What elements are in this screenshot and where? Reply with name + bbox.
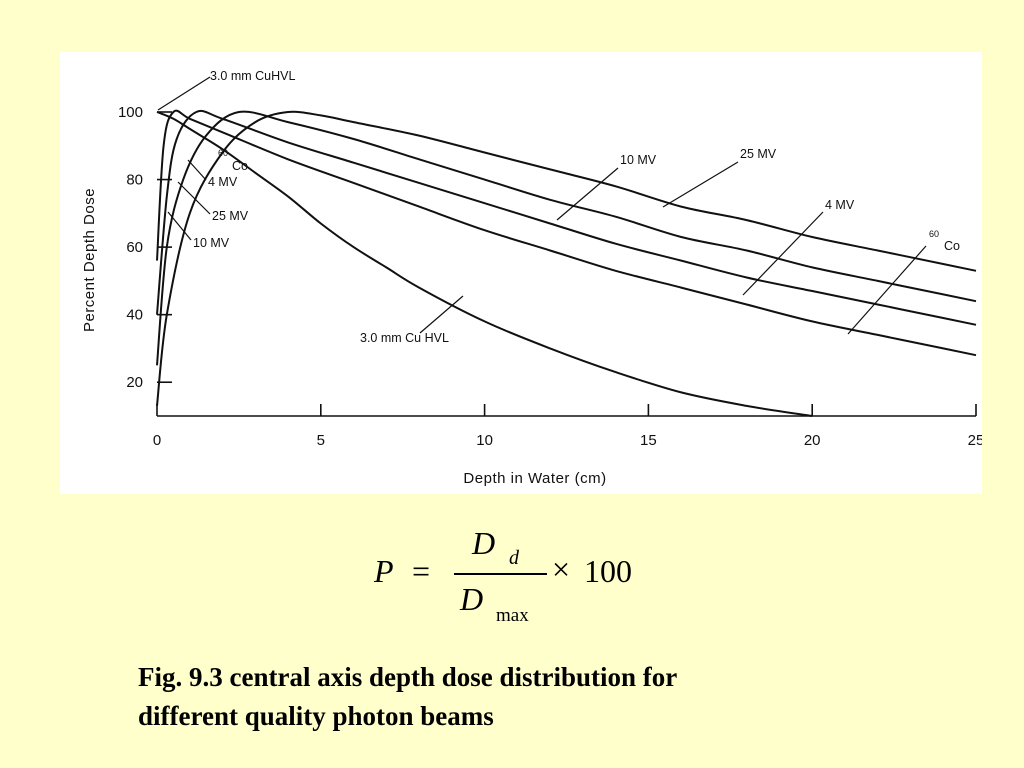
formula-numerator: D [472, 525, 496, 561]
annotation-leader [419, 295, 464, 334]
annotation-label: 10 MV [193, 236, 230, 250]
annotations: 3.0 mm CuHVL 60 Co 4 MV 25 MV 10 MV 3.0 mm Cu … [157, 69, 960, 345]
formula-times: × [552, 551, 571, 587]
annotation-label: 60 [218, 148, 228, 158]
annotation-label: 25 MV [740, 147, 777, 161]
formula-numerator-subscript: d [509, 547, 519, 569]
series-line-2 [156, 109, 977, 326]
formula-factor: 100 [584, 553, 632, 589]
y-tick-label: 100 [118, 104, 143, 121]
annotation-leader [157, 76, 211, 111]
annotation-label: Co [232, 159, 248, 173]
annotation-label: 60 [929, 229, 939, 239]
series-line-1 [156, 109, 977, 357]
annotation-label: 4 MV [825, 198, 855, 212]
formula-denominator-subscript: max [496, 605, 529, 626]
x-tick-label: 20 [804, 432, 821, 449]
formula-fraction-bar [454, 573, 547, 575]
annotation-leader [847, 245, 927, 335]
figure-caption: Fig. 9.3 central axis depth dose distrib… [138, 658, 858, 736]
formula-denominator: D [460, 581, 484, 617]
series-line-4 [156, 110, 977, 407]
formula-equals: = [412, 553, 431, 589]
annotation-leader [556, 167, 619, 221]
percent-depth-dose-formula: P = D d D max × 100 [372, 525, 672, 626]
annotation-leader [167, 211, 192, 241]
annotation-label: 3.0 mm Cu HVL [360, 331, 449, 345]
x-tick-label: 10 [476, 432, 493, 449]
y-tick-label: 40 [126, 307, 143, 324]
x-tick-label: 0 [153, 432, 161, 449]
x-tick-label: 25 [968, 432, 982, 449]
annotation-leader [187, 159, 207, 181]
series-line-3 [156, 110, 977, 366]
annotation-leader [662, 161, 739, 208]
annotation-label: 25 MV [212, 209, 249, 223]
formula-lhs: P [374, 553, 394, 589]
series-line-0 [156, 111, 813, 417]
x-axis-title: Depth in Water (cm) [463, 470, 606, 487]
annotation-leader [742, 211, 824, 296]
y-tick-label: 80 [126, 172, 143, 189]
annotation-label: 4 MV [208, 175, 238, 189]
series-layer [156, 109, 977, 417]
y-tick-label: 60 [126, 239, 143, 256]
axes: 0 5 10 15 20 25 100 80 60 40 20 [118, 104, 982, 449]
annotation-leader [177, 181, 211, 215]
annotation-label: 3.0 mm CuHVL [210, 69, 295, 83]
chart-panel: 0 5 10 15 20 25 100 80 60 40 20 3.0 mm CuHVL 60 Co 4 … [60, 52, 982, 494]
y-tick-label: 20 [126, 374, 143, 391]
annotation-label: Co [944, 239, 960, 253]
x-tick-label: 15 [640, 432, 657, 449]
depth-dose-chart: 0 5 10 15 20 25 100 80 60 40 20 3.0 mm CuHVL 60 Co 4 … [81, 69, 982, 487]
caption-line-2: different quality photon beams [138, 701, 494, 731]
y-axis-title: Percent Depth Dose [81, 188, 98, 332]
x-tick-label: 5 [317, 432, 325, 449]
annotation-label: 10 MV [620, 153, 657, 167]
caption-line-1: Fig. 9.3 central axis depth dose distrib… [138, 662, 678, 692]
